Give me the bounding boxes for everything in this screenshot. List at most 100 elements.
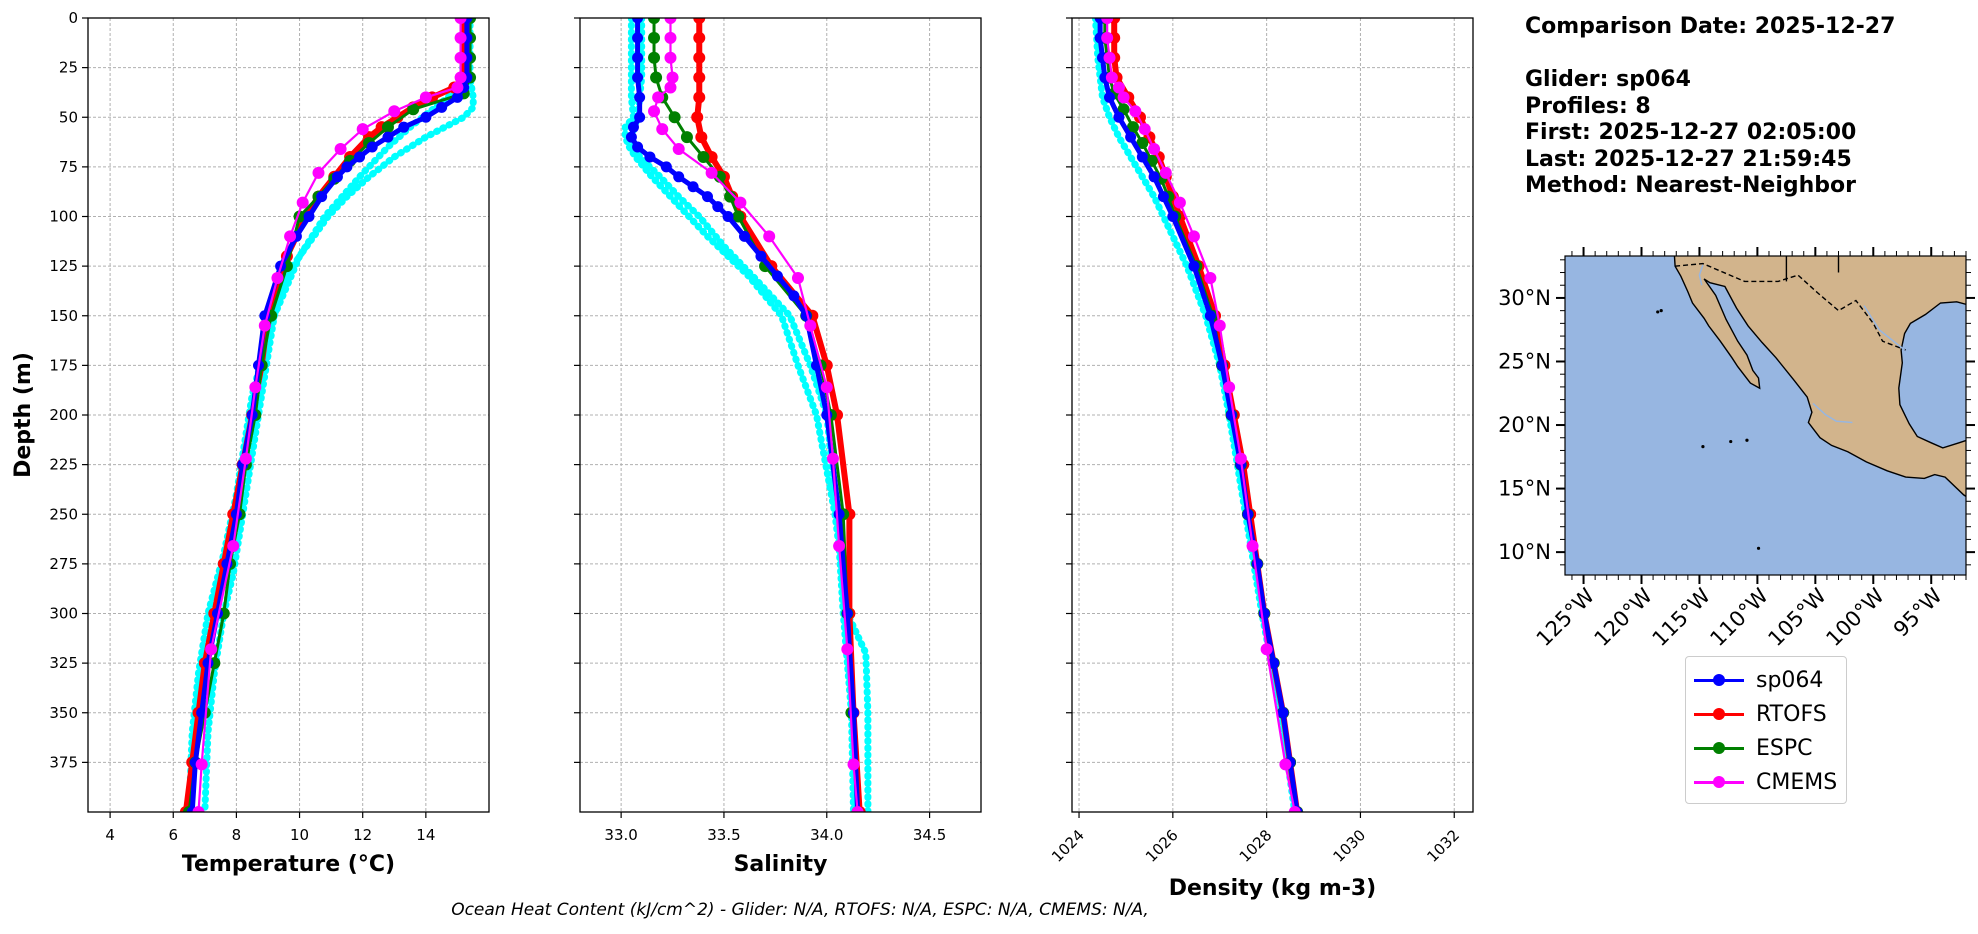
data-point-cmems — [791, 272, 804, 285]
data-point-sp064 — [644, 151, 656, 163]
data-point-sp064 — [1157, 191, 1169, 203]
x-tick-label: 10 — [290, 826, 309, 844]
data-point-sp064 — [1148, 171, 1160, 183]
x-tick-label: 1024 — [1048, 826, 1088, 866]
river — [1698, 264, 1704, 286]
data-point-sp064 — [687, 181, 699, 193]
data-point-cmems — [648, 105, 661, 118]
y-tick-label: 125 — [49, 257, 78, 275]
data-point-cmems — [1279, 758, 1292, 771]
data-point-cmems — [192, 806, 205, 812]
data-point-cmems — [804, 319, 817, 332]
y-tick-label: 25 — [59, 59, 78, 77]
data-point-sp064 — [627, 121, 639, 133]
panel-salinity: 33.0 33.5 34.0 34.5 Salinity — [574, 17, 982, 877]
map-lon-label: 100°W — [1821, 583, 1889, 651]
y-tick-label: 225 — [49, 456, 78, 474]
data-point-cmems — [851, 806, 864, 812]
data-point-sp064 — [331, 171, 343, 183]
river — [1812, 402, 1853, 424]
data-point-sp064 — [1113, 111, 1125, 123]
panel-density: 1024 1026 1028 1030 1032 Density (kg m-3) — [1048, 17, 1474, 901]
legend-label: RTOFS — [1756, 701, 1827, 727]
data-point-cmems — [826, 452, 839, 465]
y-tick-label: 350 — [49, 704, 78, 722]
x-tick-label: 12 — [353, 826, 372, 844]
data-point-sp064 — [625, 131, 637, 143]
y-tick-label: 375 — [49, 753, 78, 771]
data-point-cmems — [1173, 196, 1186, 209]
grid — [580, 17, 981, 812]
data-point-cmems — [664, 51, 677, 64]
map-lon-label: 125°W — [1532, 583, 1600, 651]
data-point-cmems — [284, 230, 297, 243]
data-point-cmems — [1129, 105, 1142, 118]
data-point-sp064 — [316, 191, 328, 203]
legend-item-rtofs: RTOFS — [1686, 697, 1846, 731]
data-point-rtofs — [693, 51, 706, 64]
y-tick-label: 275 — [49, 555, 78, 573]
x-tick-label: 33.5 — [707, 826, 740, 844]
state-border — [1837, 256, 1840, 273]
map-lon-label: 120°W — [1590, 583, 1658, 651]
data-point-sp064 — [1104, 91, 1116, 103]
data-point-espc — [648, 51, 661, 64]
data-point-cmems — [820, 381, 833, 394]
data-point-espc — [732, 210, 745, 223]
data-point-sp064 — [1125, 131, 1137, 143]
y-tick-label: 325 — [49, 654, 78, 672]
legend-marker-cmems — [1694, 772, 1744, 792]
data-point-rtofs — [705, 150, 718, 163]
map-lat-label: 25°N — [1498, 349, 1551, 373]
land — [1673, 256, 1966, 498]
legend-item-espc: ESPC — [1686, 731, 1846, 765]
data-point-sp064 — [1188, 260, 1200, 272]
data-point-cmems — [388, 105, 401, 118]
y-tick-label: 300 — [49, 605, 78, 623]
island — [1745, 438, 1749, 442]
data-point-cmems — [656, 123, 669, 136]
panel-temperature: 4 6 8 10 12 14 0 25 50 75 100 125 150 175 200 225 250 275… — [49, 9, 490, 877]
data-point-espc — [648, 18, 661, 24]
data-point-rtofs — [693, 18, 706, 24]
data-point-sp064 — [660, 161, 672, 173]
island — [1729, 439, 1733, 444]
x-tick-label: 34.5 — [913, 826, 946, 844]
legend-marker-espc — [1694, 738, 1744, 758]
x-tick-label: 6 — [168, 826, 178, 844]
data-point-sp064 — [398, 121, 410, 133]
data-point-cmems — [1101, 31, 1114, 44]
data-point-cmems — [664, 81, 677, 94]
data-point-sp064 — [341, 161, 353, 173]
data-point-cmems — [356, 123, 369, 136]
legend-item-cmems: CMEMS — [1686, 765, 1846, 799]
y-axis-label: Depth (m) — [11, 352, 36, 478]
map-lat-label: 20°N — [1498, 413, 1551, 437]
data-point-cmems — [195, 758, 208, 771]
map-lon-label: 105°W — [1763, 583, 1831, 651]
data-point-cmems — [1112, 81, 1125, 94]
y-tick-label: 0 — [68, 9, 78, 27]
gulf-of-mexico — [1898, 301, 1966, 449]
data-point-cmems — [847, 758, 860, 771]
data-point-cmems — [1204, 272, 1217, 285]
data-point-sp064 — [634, 111, 646, 123]
data-point-cmems — [1187, 230, 1200, 243]
data-point-cmems — [1213, 319, 1226, 332]
x-tick-label: 33.0 — [604, 826, 637, 844]
data-point-espc — [648, 31, 661, 44]
data-point-espc — [697, 150, 710, 163]
data-point-rtofs — [693, 31, 706, 44]
data-point-sp064 — [632, 141, 644, 153]
comparison-date: Comparison Date: 2025-12-27 — [1525, 14, 1896, 39]
data-point-cmems — [1223, 381, 1236, 394]
data-point-sp064 — [303, 211, 315, 222]
data-point-cmems — [271, 272, 284, 285]
data-point-cmems — [1103, 51, 1116, 64]
y-tick-label: 100 — [49, 208, 78, 226]
data-point-sp064 — [632, 18, 644, 24]
data-point-cmems — [1246, 540, 1259, 553]
method: Method: Nearest-Neighbor — [1525, 173, 1856, 198]
series-group — [179, 18, 477, 812]
